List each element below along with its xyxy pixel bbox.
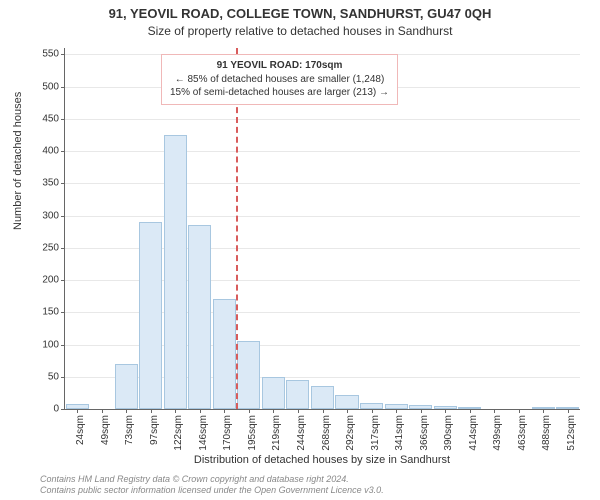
x-tick bbox=[273, 409, 274, 413]
gridline bbox=[65, 151, 580, 152]
y-tick-label: 400 bbox=[42, 146, 59, 157]
x-tick bbox=[102, 409, 103, 413]
histogram-bar bbox=[286, 380, 309, 409]
annotation-box: 91 YEOVIL ROAD: 170sqm← 85% of detached … bbox=[161, 54, 398, 105]
y-tick bbox=[61, 54, 65, 55]
x-tick-label: 268sqm bbox=[321, 415, 332, 451]
x-tick bbox=[200, 409, 201, 413]
x-tick bbox=[151, 409, 152, 413]
gridline bbox=[65, 183, 580, 184]
y-tick-label: 550 bbox=[42, 49, 59, 60]
x-tick bbox=[396, 409, 397, 413]
y-tick bbox=[61, 377, 65, 378]
annotation-header: 91 YEOVIL ROAD: 170sqm bbox=[170, 59, 389, 73]
x-tick-label: 292sqm bbox=[345, 415, 356, 451]
x-tick bbox=[470, 409, 471, 413]
histogram-bar bbox=[237, 341, 260, 409]
x-tick-label: 97sqm bbox=[149, 415, 160, 445]
y-tick-label: 450 bbox=[42, 113, 59, 124]
y-tick-label: 200 bbox=[42, 275, 59, 286]
y-tick bbox=[61, 151, 65, 152]
x-tick bbox=[126, 409, 127, 413]
y-tick bbox=[61, 87, 65, 88]
y-axis-label: Number of detached houses bbox=[12, 92, 24, 230]
x-tick bbox=[494, 409, 495, 413]
histogram-bar bbox=[213, 299, 236, 409]
x-tick bbox=[568, 409, 569, 413]
histogram-bar bbox=[311, 386, 334, 409]
x-tick bbox=[175, 409, 176, 413]
y-tick bbox=[61, 280, 65, 281]
x-tick bbox=[519, 409, 520, 413]
footer-attribution: Contains HM Land Registry data © Crown c… bbox=[40, 474, 384, 496]
gridline bbox=[65, 119, 580, 120]
x-tick-label: 390sqm bbox=[443, 415, 454, 451]
x-tick-label: 122sqm bbox=[173, 415, 184, 451]
x-tick-label: 73sqm bbox=[124, 415, 135, 445]
x-tick-label: 195sqm bbox=[247, 415, 258, 451]
y-tick-label: 100 bbox=[42, 339, 59, 350]
annotation-line-smaller: ← 85% of detached houses are smaller (1,… bbox=[170, 73, 389, 87]
histogram-bar bbox=[164, 135, 187, 409]
x-tick bbox=[249, 409, 250, 413]
footer-line2: Contains public sector information licen… bbox=[40, 485, 384, 496]
x-tick-label: 24sqm bbox=[75, 415, 86, 445]
x-tick bbox=[421, 409, 422, 413]
x-tick bbox=[224, 409, 225, 413]
histogram-bar bbox=[262, 377, 285, 409]
histogram-bar bbox=[188, 225, 211, 409]
y-tick-label: 350 bbox=[42, 178, 59, 189]
x-tick bbox=[347, 409, 348, 413]
x-tick bbox=[372, 409, 373, 413]
x-axis-label: Distribution of detached houses by size … bbox=[64, 454, 580, 466]
x-tick-label: 463sqm bbox=[517, 415, 528, 451]
x-tick-label: 170sqm bbox=[222, 415, 233, 451]
x-tick-label: 439sqm bbox=[492, 415, 503, 451]
x-tick-label: 146sqm bbox=[198, 415, 209, 451]
x-tick-label: 366sqm bbox=[419, 415, 430, 451]
x-tick bbox=[543, 409, 544, 413]
y-tick bbox=[61, 345, 65, 346]
x-tick-label: 219sqm bbox=[271, 415, 282, 451]
y-tick-label: 250 bbox=[42, 242, 59, 253]
x-tick-label: 488sqm bbox=[541, 415, 552, 451]
y-tick bbox=[61, 183, 65, 184]
x-tick bbox=[298, 409, 299, 413]
y-tick-label: 500 bbox=[42, 81, 59, 92]
histogram-bar bbox=[139, 222, 162, 409]
y-tick bbox=[61, 216, 65, 217]
gridline bbox=[65, 216, 580, 217]
x-tick-label: 341sqm bbox=[394, 415, 405, 451]
chart-container: 91, YEOVIL ROAD, COLLEGE TOWN, SANDHURST… bbox=[0, 0, 600, 500]
footer-line1: Contains HM Land Registry data © Crown c… bbox=[40, 474, 384, 485]
y-tick bbox=[61, 119, 65, 120]
x-tick-label: 244sqm bbox=[296, 415, 307, 451]
y-tick-label: 150 bbox=[42, 307, 59, 318]
x-tick bbox=[445, 409, 446, 413]
x-tick-label: 317sqm bbox=[370, 415, 381, 451]
x-tick bbox=[323, 409, 324, 413]
y-tick bbox=[61, 312, 65, 313]
x-tick-label: 49sqm bbox=[100, 415, 111, 445]
chart-title-line1: 91, YEOVIL ROAD, COLLEGE TOWN, SANDHURST… bbox=[0, 6, 600, 21]
y-tick-label: 300 bbox=[42, 210, 59, 221]
plot-area: 05010015020025030035040045050055024sqm49… bbox=[64, 48, 580, 410]
chart-title-line2: Size of property relative to detached ho… bbox=[0, 24, 600, 38]
y-tick bbox=[61, 248, 65, 249]
x-tick-label: 414sqm bbox=[468, 415, 479, 451]
x-tick bbox=[77, 409, 78, 413]
y-tick-label: 0 bbox=[53, 404, 59, 415]
annotation-line-larger: 15% of semi-detached houses are larger (… bbox=[170, 86, 389, 100]
y-tick bbox=[61, 409, 65, 410]
histogram-bar bbox=[115, 364, 138, 409]
histogram-bar bbox=[335, 395, 358, 409]
y-tick-label: 50 bbox=[48, 371, 59, 382]
x-tick-label: 512sqm bbox=[566, 415, 577, 451]
